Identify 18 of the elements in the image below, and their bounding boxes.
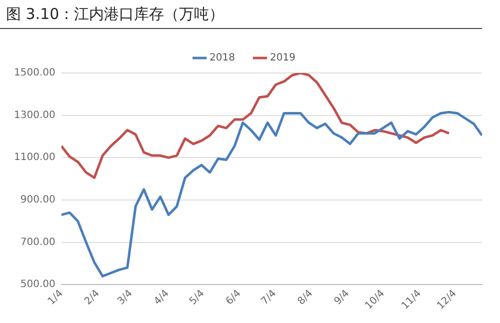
y-tick-label: 1300.00 [14, 110, 56, 121]
x-tick-label: 3/4 [116, 288, 135, 308]
legend-label: 2019 [270, 52, 296, 64]
y-tick-label: 1500.00 [14, 68, 56, 79]
x-tick-label: 2/4 [82, 288, 102, 308]
chart-title: 图 3.10：江内港口库存（万吨） [0, 0, 482, 29]
legend-label: 2018 [210, 52, 236, 64]
x-tick-label: 7/4 [259, 288, 279, 308]
y-tick-label: 1100.00 [14, 152, 56, 164]
y-tick-label: 700.00 [20, 236, 56, 248]
x-tick-label: 9/4 [332, 288, 352, 308]
x-tick-label: 4/4 [152, 288, 172, 308]
x-tick-label: 8/4 [296, 288, 316, 308]
y-tick-label: 900.00 [20, 194, 56, 206]
x-tick-label: 5/4 [188, 288, 207, 308]
x-tick-label: 6/4 [224, 288, 244, 308]
x-tick-label: 1/4 [46, 288, 66, 308]
y-tick-label: 500.00 [20, 279, 56, 290]
